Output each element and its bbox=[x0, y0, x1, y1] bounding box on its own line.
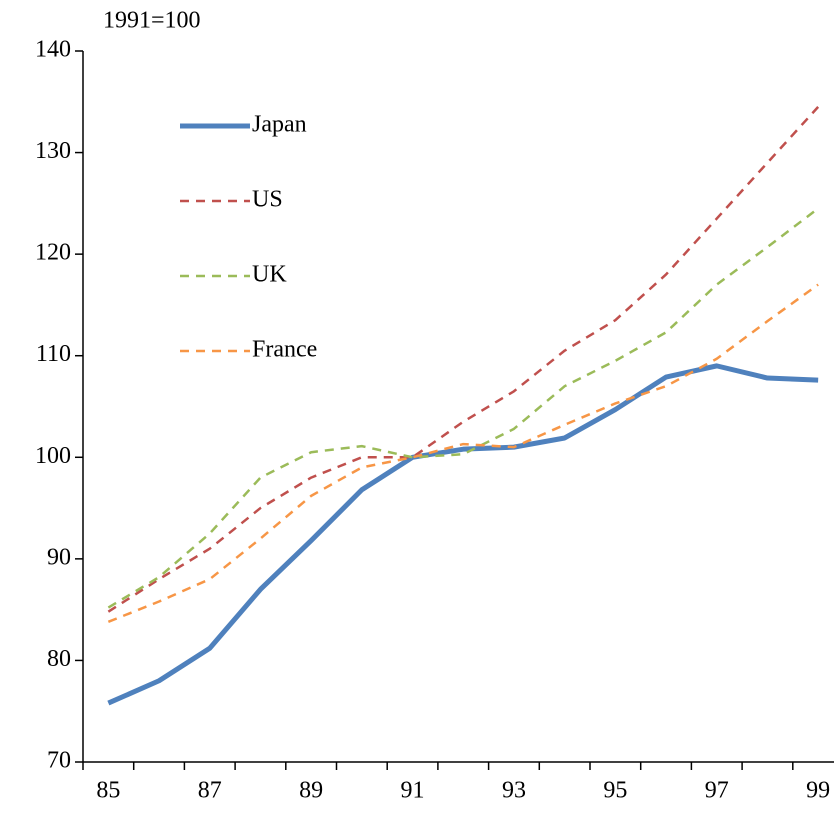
line bbox=[107, 363, 819, 706]
y-tick-label: 90 bbox=[47, 544, 71, 570]
legend-label: UK bbox=[252, 262, 287, 288]
y-tick-label: 140 bbox=[35, 37, 71, 63]
y-tick-label: 120 bbox=[35, 240, 71, 266]
subtitle: 1991=100 bbox=[103, 8, 201, 34]
y-tick-label: 70 bbox=[47, 748, 71, 774]
y-tick-label: 110 bbox=[36, 341, 71, 367]
y-tick-label: 130 bbox=[35, 138, 71, 164]
x-tick-label: 97 bbox=[705, 778, 729, 804]
legend-label: Japan bbox=[252, 112, 307, 138]
x-tick-label: 89 bbox=[299, 778, 323, 804]
legend-label: France bbox=[252, 337, 317, 363]
x-tick-label: 91 bbox=[401, 778, 425, 804]
line bbox=[107, 283, 819, 623]
line bbox=[107, 207, 819, 609]
x-tick-label: 87 bbox=[198, 778, 222, 804]
x-tick-label: 85 bbox=[96, 778, 120, 804]
y-tick-label: 80 bbox=[47, 646, 71, 672]
y-tick-label: 100 bbox=[35, 443, 71, 469]
line bbox=[107, 106, 820, 613]
x-tick-label: 95 bbox=[603, 778, 627, 804]
legend-label: US bbox=[252, 187, 283, 213]
x-tick-label: 99 bbox=[806, 778, 830, 804]
x-tick-label: 93 bbox=[502, 778, 526, 804]
